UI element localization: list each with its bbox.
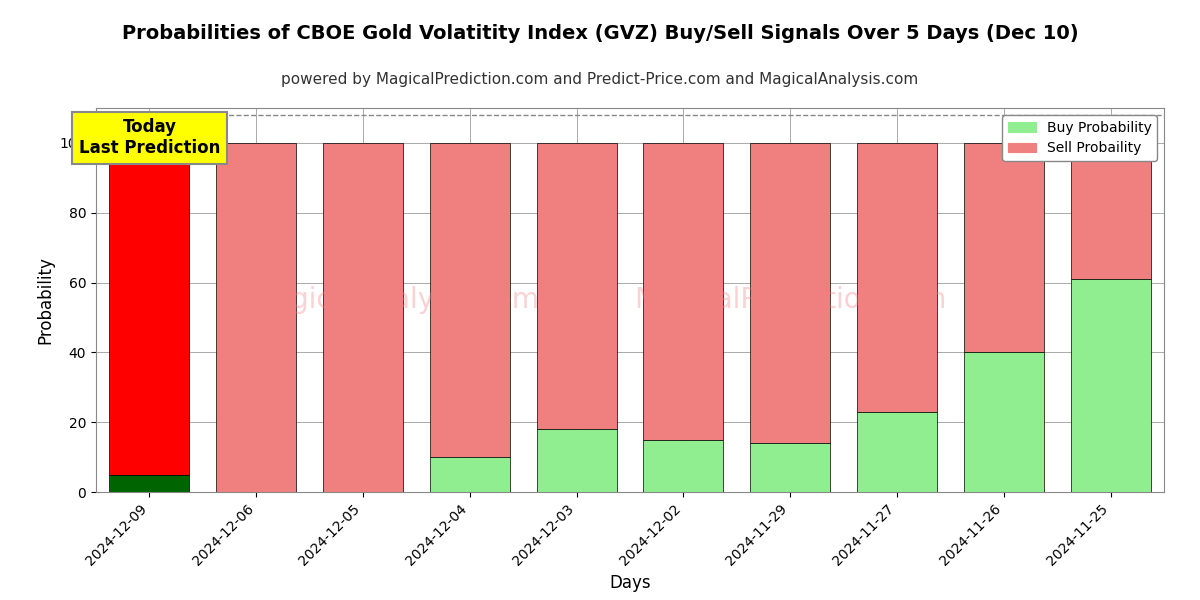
Y-axis label: Probability: Probability [36, 256, 54, 344]
Legend: Buy Probability, Sell Probaility: Buy Probability, Sell Probaility [1002, 115, 1157, 161]
Bar [430, 143, 510, 457]
X-axis label: Days: Days [610, 574, 650, 592]
Bar [109, 143, 190, 475]
Bar [857, 412, 937, 492]
Bar [1070, 279, 1151, 492]
Text: Today
Last Prediction: Today Last Prediction [79, 118, 220, 157]
Bar [536, 143, 617, 429]
Bar [323, 143, 403, 492]
Bar [216, 143, 296, 492]
Text: powered by MagicalPrediction.com and Predict-Price.com and MagicalAnalysis.com: powered by MagicalPrediction.com and Pre… [281, 72, 919, 87]
Bar [1070, 143, 1151, 279]
Bar [750, 143, 830, 443]
Text: Probabilities of CBOE Gold Volatitity Index (GVZ) Buy/Sell Signals Over 5 Days (: Probabilities of CBOE Gold Volatitity In… [121, 24, 1079, 43]
Bar [857, 143, 937, 412]
Bar [750, 443, 830, 492]
Bar [643, 440, 724, 492]
Bar [109, 475, 190, 492]
Bar [430, 457, 510, 492]
Bar [643, 143, 724, 440]
Bar [964, 143, 1044, 352]
Text: MagicalPrediction.com: MagicalPrediction.com [634, 286, 947, 314]
Bar [964, 352, 1044, 492]
Bar [536, 429, 617, 492]
Text: MagicalAnalysis.com: MagicalAnalysis.com [251, 286, 540, 314]
